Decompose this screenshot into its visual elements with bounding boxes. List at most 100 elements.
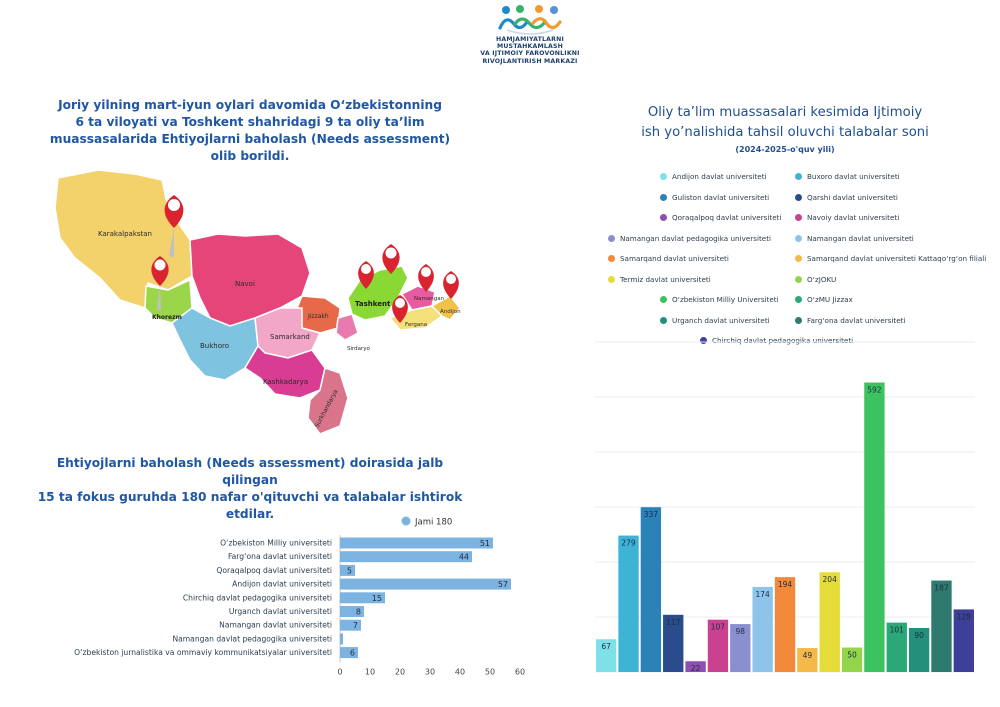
bar bbox=[340, 551, 472, 563]
data-label: 194 bbox=[778, 580, 793, 589]
legend-item: O‘zbekiston Milliy Universiteti bbox=[660, 295, 779, 304]
legend-marker bbox=[608, 255, 615, 262]
bar bbox=[340, 606, 364, 617]
legend-marker bbox=[795, 193, 802, 201]
legend-item: Namangan davlat universiteti bbox=[795, 234, 914, 243]
organization-logo: HAMJAMIYATLARNI MUSTAHKAMLASH VA IJTIMOI… bbox=[470, 4, 590, 65]
uzbekistan-map: Karakalpakstan Navoi Khorezm Bukhoro Jiz… bbox=[54, 169, 461, 435]
bar-title-line-2: 15 ta fokus guruhda 180 nafar o'qituvchi… bbox=[37, 490, 463, 504]
location-pin-icon bbox=[358, 261, 374, 289]
data-label: 5 bbox=[347, 566, 352, 575]
map-title-line-4: olib borildi. bbox=[210, 149, 290, 163]
region-label: Namangan bbox=[414, 296, 445, 302]
data-label: 117 bbox=[666, 618, 681, 627]
legend-label: Samarqand davlat universiteti bbox=[620, 254, 729, 263]
x-tick-label: 40 bbox=[455, 667, 465, 675]
legend-marker bbox=[660, 316, 667, 324]
legend-label: Guliston davlat universiteti bbox=[672, 192, 770, 202]
location-pin-icon bbox=[392, 295, 408, 323]
region-label: Bukhoro bbox=[200, 342, 229, 350]
data-label: 98 bbox=[736, 627, 746, 636]
map-title-line-2: 6 ta viloyati va Toshkent shahridagi 9 t… bbox=[75, 115, 425, 129]
legend-label: Qarshi davlat universiteti bbox=[807, 192, 898, 202]
legend-item: Farg‘ona davlat universiteti bbox=[795, 316, 905, 325]
data-label: 90 bbox=[914, 631, 924, 640]
column-bar bbox=[931, 580, 952, 672]
category-label: Urganch davlat universiteti bbox=[229, 607, 332, 616]
legend-marker bbox=[700, 337, 707, 344]
legend-marker bbox=[608, 234, 615, 242]
legend-marker bbox=[795, 255, 802, 262]
data-label: 15 bbox=[372, 594, 382, 603]
legend-marker bbox=[660, 214, 667, 221]
column-bar bbox=[752, 586, 773, 672]
column-title-line-2: ish yo’nalishida tahsil oluvchi talabala… bbox=[641, 125, 929, 140]
region-navoi bbox=[189, 233, 311, 327]
bar bbox=[340, 633, 343, 645]
data-label: 187 bbox=[934, 584, 949, 593]
data-label: 7 bbox=[353, 621, 358, 630]
column-bar bbox=[841, 647, 863, 672]
region-label: Sirdaryo bbox=[347, 346, 371, 352]
data-label: 8 bbox=[356, 608, 361, 617]
column-bar bbox=[663, 614, 684, 672]
column-bar bbox=[819, 572, 840, 672]
location-pin-icon bbox=[418, 264, 434, 292]
category-label: Qoraqalpoq davlat universiteti bbox=[216, 566, 332, 575]
column-bar bbox=[618, 535, 639, 672]
region-label: Samarkand bbox=[270, 333, 310, 341]
legend-label: O‘zMU Jizzax bbox=[807, 295, 853, 304]
data-label: 51 bbox=[480, 539, 490, 548]
region-label: Tashkent bbox=[355, 300, 391, 308]
column-section-title: Oliy ta’lim muassasalari kesimida Ijtimo… bbox=[590, 103, 980, 143]
data-label: 128 bbox=[957, 612, 972, 621]
legend-marker bbox=[795, 234, 802, 242]
column-bar bbox=[640, 507, 662, 672]
region-namangan bbox=[400, 285, 436, 311]
legend-item: Urganch davlat universiteti bbox=[660, 316, 770, 325]
map-section-title: Joriy yilning mart-iyun oylari davomida … bbox=[35, 97, 465, 165]
bar-title-line-1: Ehtiyojlarni baholash (Needs assessment)… bbox=[56, 456, 444, 487]
students-column-chart: 67 279 337 117 22 107 98 174 194 49 204 50 592 101 90 1… bbox=[595, 341, 975, 673]
column-chart-legend: Andijon davlat universiteti Buxoro davlat… bbox=[600, 172, 990, 345]
data-label: 279 bbox=[621, 539, 636, 548]
legend-item: O‘zMU Jizzax bbox=[795, 295, 853, 304]
legend-marker bbox=[608, 275, 615, 283]
legend-label: O‘zbekiston Milliy Universiteti bbox=[672, 295, 779, 304]
location-pin-icon bbox=[151, 256, 169, 310]
bar bbox=[340, 592, 385, 604]
legend-marker bbox=[660, 173, 667, 180]
bar bbox=[340, 619, 361, 631]
x-tick-label: 30 bbox=[425, 667, 435, 675]
legend-label: O‘zJOKU bbox=[807, 274, 837, 284]
legend-marker bbox=[795, 296, 802, 303]
legend-item: Samarqand davlat universiteti bbox=[608, 254, 729, 263]
x-tick-label: 10 bbox=[365, 667, 375, 675]
column-section-subtitle: (2024-2025-o'quv yili) bbox=[735, 145, 835, 154]
data-label: 107 bbox=[711, 623, 726, 632]
legend-label: Chirchiq davlat pedagogika universiteti bbox=[712, 336, 854, 345]
column-bar bbox=[685, 661, 706, 672]
category-label: O‘zbekiston jurnalistika va ommaviy komm… bbox=[74, 648, 332, 657]
x-tick-label: 50 bbox=[485, 667, 495, 675]
legend-label: Urganch davlat universiteti bbox=[672, 315, 770, 325]
region-surkhandarya bbox=[307, 367, 349, 435]
map-title-line-1: Joriy yilning mart-iyun oylari davomida … bbox=[58, 98, 442, 112]
data-label: 67 bbox=[601, 642, 611, 651]
category-label: Namangan davlat pedagogika universiteti bbox=[172, 634, 332, 643]
data-label: 101 bbox=[890, 626, 905, 635]
legend-marker bbox=[795, 214, 802, 221]
legend-item: Navoiy davlat universiteti bbox=[795, 213, 899, 222]
region-sirdaryo bbox=[335, 313, 359, 341]
legend-item: Guliston davlat universiteti bbox=[660, 193, 769, 202]
category-label: O‘zbekiston Milliy universiteti bbox=[220, 539, 332, 548]
logo-line-4: RIVOJLANTIRISH MARKAZI bbox=[482, 57, 578, 65]
column-bar bbox=[953, 609, 974, 672]
legend-item: Buxoro davlat universiteti bbox=[795, 172, 900, 181]
legend-marker bbox=[401, 516, 411, 526]
region-andijon bbox=[430, 295, 461, 321]
legend-label: Buxoro davlat universiteti bbox=[807, 172, 900, 181]
x-tick-label: 0 bbox=[337, 667, 342, 675]
data-label: 49 bbox=[803, 651, 813, 660]
column-bar bbox=[797, 648, 818, 672]
